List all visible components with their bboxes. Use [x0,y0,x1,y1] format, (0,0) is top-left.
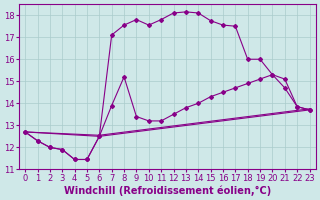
X-axis label: Windchill (Refroidissement éolien,°C): Windchill (Refroidissement éolien,°C) [64,185,271,196]
